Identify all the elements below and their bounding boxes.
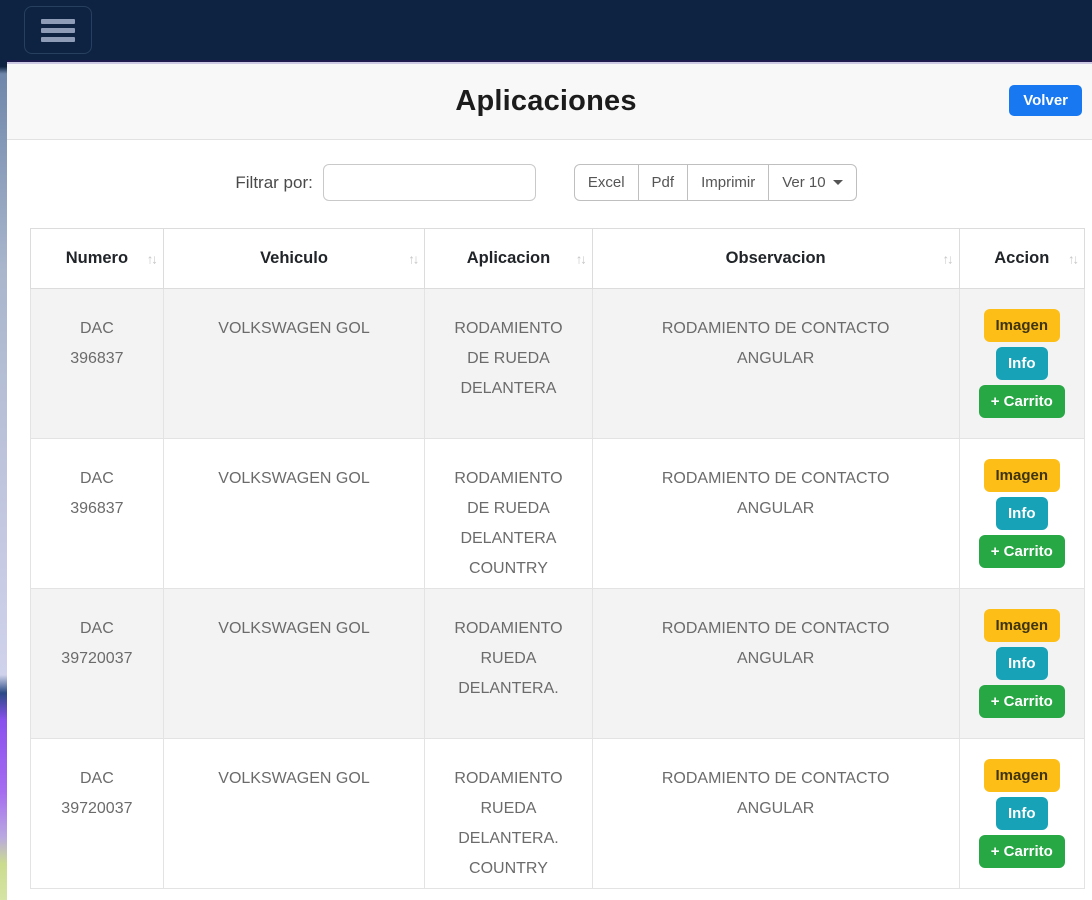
action-buttons: Imagen Info + Carrito xyxy=(960,309,1084,418)
hamburger-menu-button[interactable] xyxy=(24,6,92,54)
cell-accion: Imagen Info + Carrito xyxy=(958,588,1086,739)
cell-vehiculo: VOLKSWAGEN GOL xyxy=(162,288,426,439)
filter-input[interactable] xyxy=(322,164,536,201)
cell-observacion: RODAMIENTO DE CONTACTO ANGULAR xyxy=(591,738,960,889)
page-size-dropdown[interactable]: Ver 10 xyxy=(768,164,857,201)
table-row: DAC 39720037 VOLKSWAGEN GOL RODAMIENTO R… xyxy=(30,588,1086,739)
cell-aplicacion: RODAMIENTO RUEDA DELANTERA. COUNTRY xyxy=(424,738,593,889)
cell-vehiculo: VOLKSWAGEN GOL xyxy=(162,738,426,889)
column-label: Numero xyxy=(65,249,129,267)
action-buttons: Imagen Info + Carrito xyxy=(960,609,1084,718)
filter-label: Filtrar por: xyxy=(235,172,313,192)
sort-icon[interactable]: ↑↓ xyxy=(146,251,158,266)
column-label: Vehiculo xyxy=(260,249,328,267)
imagen-button[interactable]: Imagen xyxy=(983,609,1061,642)
cell-vehiculo: VOLKSWAGEN GOL xyxy=(162,438,426,589)
screen-edge-gradient xyxy=(0,0,7,900)
applications-table-wrap: Numero ↑↓ Vehiculo ↑↓ Aplicacion ↑↓ Obse… xyxy=(30,228,1086,889)
top-navbar xyxy=(0,0,1092,62)
cell-accion: Imagen Info + Carrito xyxy=(958,288,1086,439)
imagen-button[interactable]: Imagen xyxy=(983,459,1061,492)
info-button[interactable]: Info xyxy=(996,497,1048,530)
imagen-button[interactable]: Imagen xyxy=(983,309,1061,342)
action-buttons: Imagen Info + Carrito xyxy=(960,759,1084,868)
hamburger-icon xyxy=(41,36,75,42)
cell-aplicacion: RODAMIENTO DE RUEDA DELANTERA xyxy=(424,288,593,439)
cell-numero: DAC 396837 xyxy=(30,288,164,439)
column-header-vehiculo[interactable]: Vehiculo ↑↓ xyxy=(162,228,426,289)
volver-button[interactable]: Volver xyxy=(1009,85,1082,116)
pdf-button[interactable]: Pdf xyxy=(637,164,689,201)
cell-observacion: RODAMIENTO DE CONTACTO ANGULAR xyxy=(591,438,960,589)
info-button[interactable]: Info xyxy=(996,347,1048,380)
add-to-cart-button[interactable]: + Carrito xyxy=(978,385,1065,418)
title-bar: Aplicaciones Volver xyxy=(0,64,1092,140)
filter-group: Filtrar por: xyxy=(235,164,536,201)
page-size-label: Ver 10 xyxy=(782,174,826,191)
add-to-cart-button[interactable]: + Carrito xyxy=(978,835,1065,868)
cell-observacion: RODAMIENTO DE CONTACTO ANGULAR xyxy=(591,588,960,739)
table-row: DAC 396837 VOLKSWAGEN GOL RODAMIENTO DE … xyxy=(30,438,1086,589)
column-label: Accion xyxy=(994,249,1050,267)
cell-numero: DAC 396837 xyxy=(30,438,164,589)
imagen-button[interactable]: Imagen xyxy=(983,759,1061,792)
hamburger-icon xyxy=(41,18,75,24)
toolbar: Filtrar por: Excel Pdf Imprimir Ver 10 xyxy=(0,164,1092,201)
hamburger-icon xyxy=(41,27,75,33)
sort-icon[interactable]: ↑↓ xyxy=(408,251,419,266)
column-header-accion[interactable]: Accion ↑↓ xyxy=(958,228,1086,289)
table-body: DAC 396837 VOLKSWAGEN GOL RODAMIENTO DE … xyxy=(30,288,1086,889)
column-header-observacion[interactable]: Observacion ↑↓ xyxy=(591,228,960,289)
cell-numero: DAC 39720037 xyxy=(30,588,164,739)
cell-accion: Imagen Info + Carrito xyxy=(958,438,1086,589)
column-label: Aplicacion xyxy=(466,249,551,267)
imprimir-button[interactable]: Imprimir xyxy=(687,164,770,201)
cell-numero: DAC 39720037 xyxy=(30,738,164,889)
applications-table: Numero ↑↓ Vehiculo ↑↓ Aplicacion ↑↓ Obse… xyxy=(30,228,1086,889)
cell-aplicacion: RODAMIENTO RUEDA DELANTERA. xyxy=(424,588,593,739)
table-row: DAC 39720037 VOLKSWAGEN GOL RODAMIENTO R… xyxy=(30,738,1086,889)
action-buttons: Imagen Info + Carrito xyxy=(960,459,1084,568)
caret-down-icon xyxy=(832,180,843,185)
column-header-numero[interactable]: Numero ↑↓ xyxy=(30,228,164,289)
table-header-row: Numero ↑↓ Vehiculo ↑↓ Aplicacion ↑↓ Obse… xyxy=(30,228,1086,289)
export-button-group: Excel Pdf Imprimir Ver 10 xyxy=(573,164,857,201)
cell-accion: Imagen Info + Carrito xyxy=(958,738,1086,889)
info-button[interactable]: Info xyxy=(996,797,1048,830)
info-button[interactable]: Info xyxy=(996,647,1048,680)
cell-aplicacion: RODAMIENTO DE RUEDA DELANTERA COUNTRY xyxy=(424,438,593,589)
cell-vehiculo: VOLKSWAGEN GOL xyxy=(162,588,426,739)
excel-button[interactable]: Excel xyxy=(573,164,639,201)
add-to-cart-button[interactable]: + Carrito xyxy=(978,685,1065,718)
cell-observacion: RODAMIENTO DE CONTACTO ANGULAR xyxy=(591,288,960,439)
page-title: Aplicaciones xyxy=(455,85,637,117)
add-to-cart-button[interactable]: + Carrito xyxy=(978,535,1065,568)
column-header-aplicacion[interactable]: Aplicacion ↑↓ xyxy=(424,228,593,289)
column-label: Observacion xyxy=(725,249,826,267)
sort-icon[interactable]: ↑↓ xyxy=(1068,251,1079,266)
navbar-divider xyxy=(0,62,1092,64)
table-row: DAC 396837 VOLKSWAGEN GOL RODAMIENTO DE … xyxy=(30,288,1086,439)
sort-icon[interactable]: ↑↓ xyxy=(942,251,954,266)
sort-icon[interactable]: ↑↓ xyxy=(575,251,587,266)
